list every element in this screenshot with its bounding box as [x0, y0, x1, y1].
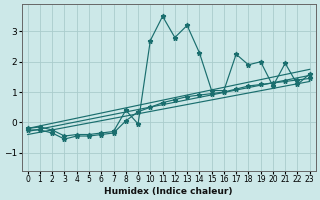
- X-axis label: Humidex (Indice chaleur): Humidex (Indice chaleur): [104, 187, 233, 196]
